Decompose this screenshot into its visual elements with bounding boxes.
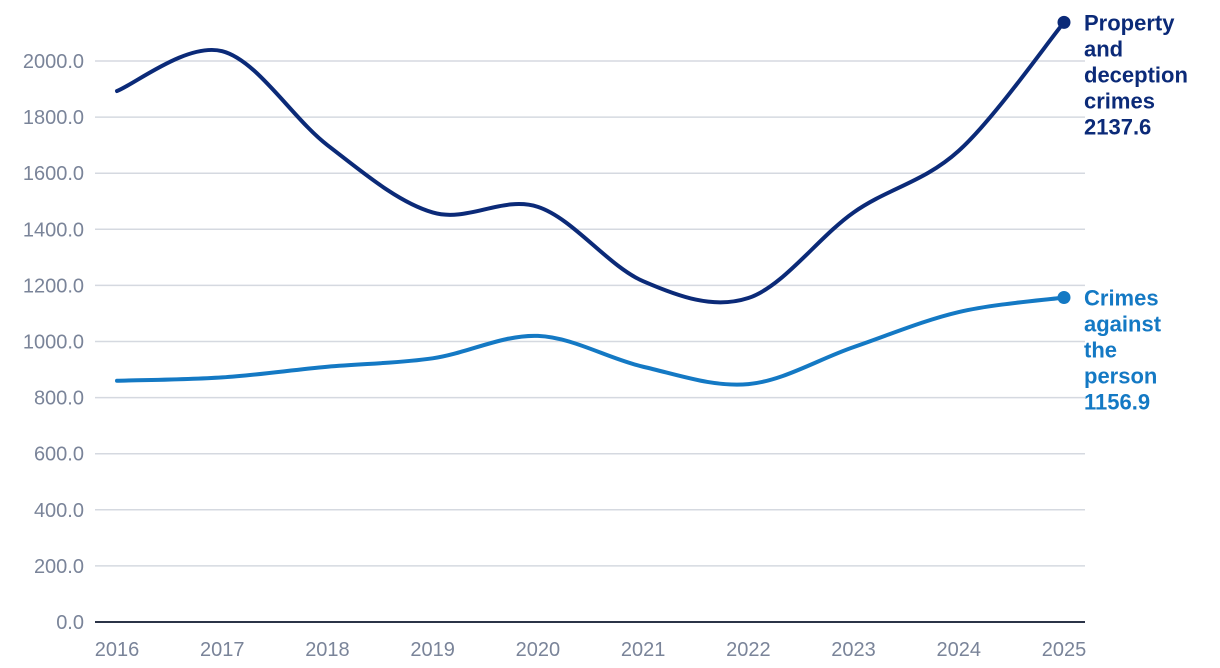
y-tick-label: 600.0 [34,444,84,466]
series-end-point [1057,290,1071,304]
series-line [115,295,1066,387]
series-label-line: the [1084,337,1117,362]
y-tick-label: 2000.0 [23,51,84,73]
series-label-line: crimes [1084,88,1155,113]
series-label-line: Property [1084,10,1175,35]
x-tick-label: 2019 [410,639,455,661]
series-label-line: deception [1084,62,1188,87]
series-label-line: 1156.9 [1084,389,1150,414]
x-tick-label: 2023 [831,639,876,661]
y-tick-label: 1600.0 [23,163,84,185]
series-label-line: against [1084,311,1162,336]
x-tick-label: 2021 [621,639,666,661]
x-tick-label: 2017 [200,639,245,661]
y-tick-label: 0.0 [56,612,84,634]
y-tick-label: 1800.0 [23,107,84,129]
x-tick-label: 2020 [516,639,561,661]
x-tick-label: 2022 [726,639,771,661]
y-tick-label: 1400.0 [23,219,84,241]
y-tick-label: 400.0 [34,500,84,522]
series-label-line: Crimes [1084,285,1159,310]
series-label-line: person [1084,363,1157,388]
x-tick-label: 2018 [305,639,350,661]
series-end-point [1057,15,1071,29]
y-tick-label: 1200.0 [23,275,84,297]
y-tick-label: 800.0 [34,388,84,410]
y-tick-label: 1000.0 [23,332,84,354]
series-label-line: 2137.6 [1084,114,1151,139]
x-tick-label: 2016 [95,639,140,661]
x-tick-label: 2025 [1042,639,1087,661]
y-axis: 0.0 200.0 400.0 600.0 800.0 1000.0 1200.0 1400.… [23,51,84,634]
x-tick-label: 2024 [937,639,982,661]
series-lines [115,15,1071,387]
x-axis: 2016 2017 2018 2019 2020 2021 2022 2023 2024 2025 [95,621,1087,661]
y-tick-label: 200.0 [34,556,84,578]
gridlines [95,60,1085,567]
series-label-line: and [1084,36,1123,61]
series-line [115,20,1066,305]
